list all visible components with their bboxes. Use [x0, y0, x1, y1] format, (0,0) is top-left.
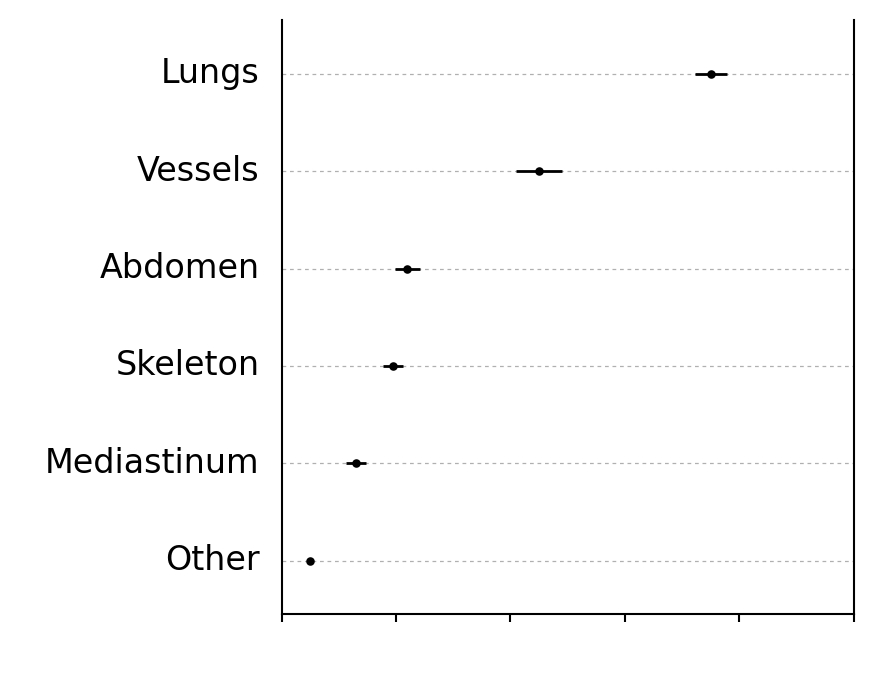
Text: Abdomen: Abdomen: [99, 252, 260, 285]
Point: [704, 68, 718, 79]
Point: [303, 556, 318, 566]
Text: Skeleton: Skeleton: [115, 350, 260, 383]
Text: Vessels: Vessels: [137, 155, 260, 188]
Point: [532, 166, 546, 177]
Text: Mediastinum: Mediastinum: [45, 447, 260, 480]
Point: [400, 263, 414, 274]
Point: [386, 360, 400, 371]
Point: [348, 458, 363, 468]
Text: Other: Other: [165, 544, 260, 577]
Text: Lungs: Lungs: [161, 57, 260, 90]
